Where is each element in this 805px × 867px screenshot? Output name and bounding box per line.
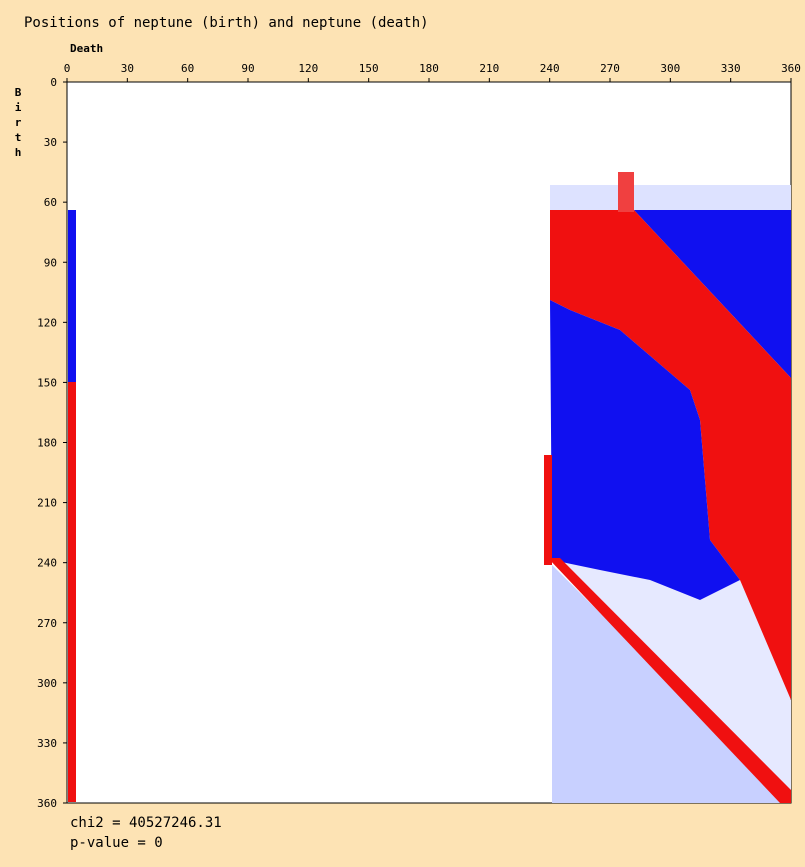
region [68, 382, 76, 802]
x-tick-label: 0 [64, 62, 71, 75]
chart-title: Positions of neptune (birth) and neptune… [24, 15, 429, 31]
y-tick-label: 210 [37, 497, 57, 510]
heatmap [66, 81, 792, 804]
x-tick-label: 210 [479, 62, 499, 75]
region [544, 455, 552, 565]
x-tick-label: 60 [181, 62, 194, 75]
region [68, 210, 76, 382]
x-tick-label: 90 [241, 62, 254, 75]
region [550, 185, 791, 210]
y-tick-label: 60 [44, 196, 57, 209]
y-tick-label: 180 [37, 437, 57, 450]
x-tick-label: 180 [419, 62, 439, 75]
x-tick-label: 30 [121, 62, 134, 75]
region [548, 558, 791, 803]
y-tick-label: 150 [37, 376, 57, 389]
y-tick-label: 270 [37, 617, 57, 630]
stat-text: p-value = 0 [70, 835, 163, 851]
stat-text: chi2 = 40527246.31 [70, 815, 222, 831]
y-tick-label: 330 [37, 737, 57, 750]
y-tick-label: 90 [44, 256, 57, 269]
x-tick-label: 270 [600, 62, 620, 75]
y-tick-label: 0 [50, 76, 57, 89]
region [618, 172, 634, 212]
y-axis-label: Birth [12, 86, 25, 161]
x-tick-label: 240 [540, 62, 560, 75]
x-tick-label: 330 [721, 62, 741, 75]
x-tick-label: 120 [298, 62, 318, 75]
y-tick-label: 360 [37, 797, 57, 810]
y-tick-label: 120 [37, 316, 57, 329]
y-tick-label: 240 [37, 557, 57, 570]
region [550, 300, 740, 600]
x-tick-label: 360 [781, 62, 801, 75]
y-tick-label: 30 [44, 136, 57, 149]
y-tick-label: 300 [37, 677, 57, 690]
x-tick-label: 300 [660, 62, 680, 75]
region [550, 210, 791, 700]
x-tick-label: 150 [359, 62, 379, 75]
x-axis-label: Death [70, 42, 103, 55]
